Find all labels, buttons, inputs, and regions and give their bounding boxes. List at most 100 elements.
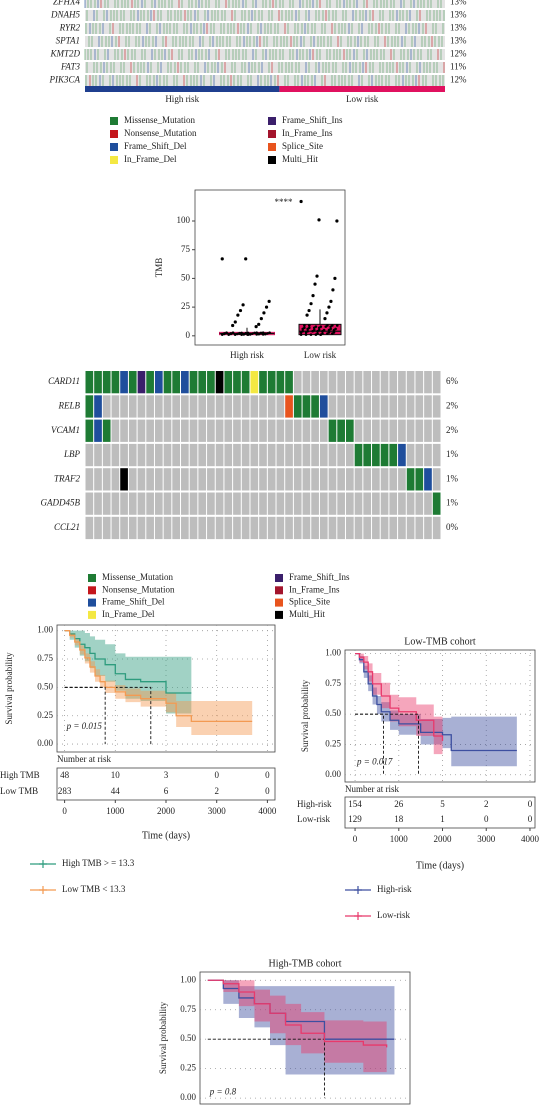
legend-label: Nonsense_Mutation	[124, 128, 197, 138]
legend-label: High TMB > = 13.3	[62, 858, 135, 868]
mutation-cell	[259, 371, 267, 394]
legend-swatch	[110, 117, 118, 125]
legend-cross	[354, 912, 362, 920]
mutation-cell	[94, 443, 102, 467]
point	[257, 322, 261, 326]
jitter	[327, 328, 331, 332]
risk-count: 10	[111, 770, 121, 780]
legend-label: Missense_Mutation	[124, 115, 195, 125]
point	[323, 316, 327, 321]
x-tick-label: 1000	[390, 834, 409, 844]
jitter	[251, 332, 254, 335]
gene-label: PIK3CA	[49, 75, 81, 85]
mutation-cell	[406, 443, 415, 467]
mutation-cell	[189, 395, 198, 418]
mutation-cell	[250, 443, 259, 467]
mutation-cell	[432, 419, 441, 442]
jitter	[324, 325, 328, 328]
gene-label: KMT2D	[49, 49, 80, 59]
mutation-cell	[345, 395, 354, 418]
mutation-cell	[215, 419, 224, 442]
mutation-cell	[389, 443, 398, 467]
point	[315, 274, 319, 278]
mutation-cell	[406, 395, 415, 418]
mutation-cell	[215, 516, 224, 540]
x-tick-label: 3000	[208, 806, 227, 816]
legend-swatch	[268, 143, 276, 151]
mutation-cell	[233, 516, 241, 540]
mutation-cell	[259, 395, 267, 418]
jitter	[261, 331, 265, 334]
mutation-cell	[432, 371, 441, 394]
mutation-cell	[181, 419, 189, 442]
mutation-cell	[354, 419, 363, 442]
mutation-cell	[415, 516, 424, 540]
mutation-cell	[189, 468, 198, 491]
mutation-cell	[276, 492, 285, 515]
survival-curve	[355, 652, 444, 741]
mutation-cell	[102, 492, 111, 515]
legend-label: Frame_Shift_Ins	[289, 572, 350, 582]
percent-label: 13%	[450, 36, 467, 46]
mutation-cell	[398, 419, 406, 442]
mutation-cell	[250, 468, 259, 491]
y-tick-label: 0.50	[180, 1033, 196, 1043]
mutation-cell	[215, 395, 224, 418]
jitter	[255, 331, 258, 334]
mutation-cell	[337, 419, 345, 442]
mutation-cell	[207, 468, 215, 491]
mutation-cell	[128, 516, 137, 540]
point	[267, 299, 271, 303]
jitter	[304, 331, 308, 334]
risk-count: 0	[484, 814, 489, 824]
legend-label: Multi_Hit	[282, 154, 319, 164]
group-label: Low risk	[346, 94, 379, 104]
y-axis-label: Survival probability	[158, 1001, 168, 1074]
mutation-cell	[319, 395, 328, 418]
risk-count: 26	[394, 799, 404, 809]
mutation-cell	[398, 395, 406, 418]
risk-count: 154	[348, 799, 362, 809]
jitter	[312, 326, 316, 330]
point	[317, 218, 321, 222]
group-label: High risk	[165, 94, 199, 104]
legend-label: Low-risk	[377, 910, 410, 920]
percent-label: 13%	[450, 23, 467, 33]
mutation-cell	[424, 516, 432, 540]
confidence-band	[64, 630, 253, 735]
legend-swatch	[110, 143, 118, 151]
mutation-cell	[224, 443, 233, 467]
mutation-cell	[267, 516, 276, 540]
mutation-cell	[154, 419, 163, 442]
mutation-cell	[311, 443, 319, 467]
mutation-cell	[85, 419, 94, 442]
jitter	[316, 329, 319, 333]
mutation-cell	[293, 395, 302, 418]
point	[241, 303, 245, 307]
legend-label: Low TMB < 13.3	[62, 884, 126, 894]
x-tick-label: Low risk	[304, 350, 337, 360]
mutation-cell	[406, 371, 415, 394]
mutation-cell	[345, 468, 354, 491]
mutation-cell	[267, 468, 276, 491]
gene-label: RYR2	[59, 23, 81, 33]
x-tick-label: 3000	[477, 834, 496, 844]
mutation-cell	[380, 492, 389, 515]
percent-label: 12%	[450, 75, 467, 85]
mutation-cell	[259, 492, 267, 515]
legend-swatch	[268, 156, 276, 164]
mutation-cell	[198, 492, 207, 515]
mutation-cell	[111, 443, 120, 467]
mutation-cell	[241, 516, 250, 540]
plot-frame	[199, 971, 411, 1105]
mutation-cell	[233, 395, 241, 418]
mutation-cell	[406, 492, 415, 515]
y-tick-label: 0.50	[37, 681, 53, 691]
point	[325, 311, 329, 315]
mutation-cell	[233, 419, 241, 442]
legend-label: In_Frame_Del	[124, 154, 177, 164]
jitter	[240, 333, 243, 336]
mutation-cell	[172, 371, 181, 394]
mutation-cell	[406, 516, 415, 540]
mutation-cell	[337, 371, 345, 394]
